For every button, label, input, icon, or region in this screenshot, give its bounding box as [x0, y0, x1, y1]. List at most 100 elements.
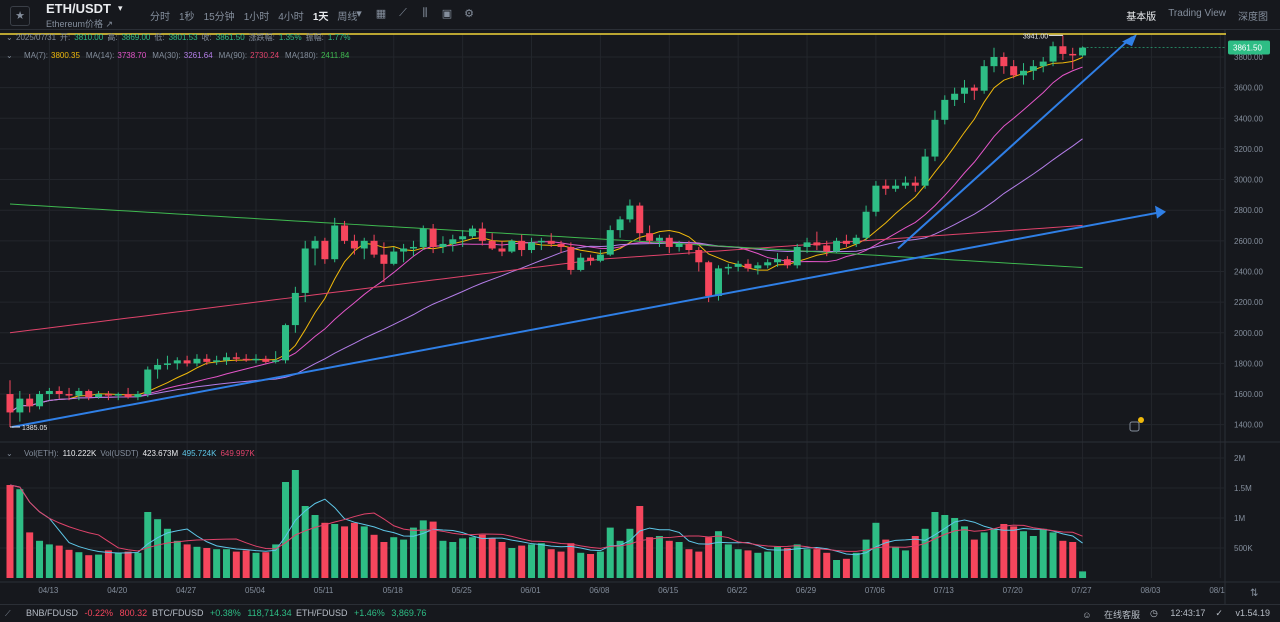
volume-bar [390, 537, 398, 578]
candle-body [951, 93, 959, 100]
interval-2[interactable]: 15分钟 [203, 12, 235, 23]
candle-body [6, 394, 14, 413]
volume-ma5-line [9, 484, 1083, 556]
trend-arrow-long [1155, 205, 1166, 219]
pair-title[interactable]: ETH/USDT [46, 1, 111, 16]
candle-body [262, 358, 270, 362]
volume-bar [921, 528, 929, 578]
volume-bar [55, 545, 63, 578]
pair-subtitle[interactable]: Ethereum价格 ↗ [46, 19, 114, 29]
trend-line-long [11, 210, 1164, 428]
volume-bar [193, 546, 201, 578]
candle-body [1010, 66, 1018, 76]
volume-bar [478, 534, 486, 578]
pair-dropdown-icon[interactable]: ▾ [118, 3, 123, 13]
candle-body [390, 251, 398, 264]
candle-body [823, 245, 831, 252]
candle-body [675, 243, 683, 247]
candle-body [990, 56, 998, 67]
collapse-icon: ⌄ [6, 33, 13, 42]
volume-bar [16, 489, 24, 578]
alarm-icon [1129, 421, 1140, 432]
date-tick-label: 06/01 [521, 586, 542, 595]
indicator-icon[interactable]: ▦ [375, 8, 387, 20]
view-tab-1[interactable]: Trading View [1168, 8, 1226, 19]
candle-body [104, 394, 112, 396]
date-tick-label: 04/20 [107, 586, 128, 595]
volume-bar [65, 549, 73, 578]
ticker-bnb[interactable]: BNB/FDUSD -0.22% 800.32 [26, 608, 147, 618]
candle-body [282, 325, 290, 361]
volume-bar [626, 528, 634, 578]
ma90-line [9, 224, 1083, 334]
ma-legend-label: MA(30): [152, 51, 180, 60]
volume-bar [970, 539, 978, 578]
ma-legend-value: 3261.64 [184, 51, 213, 60]
interval-3[interactable]: 1小时 [243, 12, 270, 23]
candle-body [1000, 56, 1008, 67]
volume-legend-item: Vol(ETH): [24, 449, 59, 458]
interval-5[interactable]: 1天 [312, 12, 329, 23]
interval-4[interactable]: 4小时 [278, 12, 304, 23]
ohlc-legend-item: 3869.00 [121, 33, 150, 42]
settings-icon[interactable]: ⚙ [464, 8, 474, 20]
candle-body [567, 246, 575, 270]
volume-bar [468, 537, 476, 578]
volume-bar [636, 506, 644, 578]
volume-bar [724, 544, 732, 578]
price-tick-label: 2000.00 [1234, 329, 1263, 338]
interval-1[interactable]: 1秒 [179, 12, 195, 23]
volume-bar [1059, 540, 1067, 578]
volume-bar [646, 537, 654, 578]
candle-body [655, 237, 663, 241]
candle-body [65, 394, 73, 396]
candle-body [774, 259, 782, 263]
ma-legend-value: 2411.84 [321, 51, 350, 60]
candle-body [1069, 53, 1077, 56]
view-tab-2[interactable]: 深度图 [1238, 12, 1268, 23]
favorite-star-icon[interactable]: ★ [10, 6, 30, 26]
candle-body [714, 268, 722, 296]
price-chart[interactable]: 1400.00 1600.00 1800.00 2000.00 2200.00 2400.… [0, 30, 1280, 604]
ma30-line [9, 138, 1083, 413]
view-selector: 基本版 Trading View 深度图 [1114, 8, 1268, 23]
candle-body [813, 242, 821, 246]
volume-bar [823, 552, 831, 578]
interval-0[interactable]: 分时 [150, 12, 170, 23]
layout-icon[interactable]: ▣ [441, 8, 453, 20]
candle-body [232, 357, 240, 359]
volume-bar [665, 540, 673, 578]
candle-body [754, 265, 762, 269]
ticker-symbol: BTC/FDUSD [152, 608, 204, 618]
volume-bar [1000, 524, 1008, 578]
date-tick-label: 08/03 [1140, 586, 1161, 595]
volume-bar [154, 519, 162, 578]
candle-type-icon[interactable]: ⫼ [422, 7, 428, 19]
volume-bar [557, 551, 565, 578]
signal-icon: ⟋ [5, 609, 11, 618]
date-tick-label: 07/06 [865, 586, 886, 595]
candle-body [862, 211, 870, 238]
volume-bar [498, 542, 506, 578]
volume-bar [783, 548, 791, 578]
more-icon[interactable]: ▾ [356, 8, 362, 20]
volume-bar [842, 558, 850, 578]
candle-body [764, 262, 772, 266]
view-tab-0[interactable]: 基本版 [1126, 12, 1157, 23]
ticker-btc[interactable]: BTC/FDUSD +0.38% 118,714.34 [152, 608, 292, 618]
support-link[interactable]: ☺ 在线客服 [1082, 610, 1141, 620]
candle-body [1059, 46, 1067, 54]
volume-bar [242, 550, 250, 578]
candle-body [478, 228, 486, 241]
candle-body [16, 398, 24, 413]
date-tick-label: 06/29 [796, 586, 817, 595]
interval-6[interactable]: 周线 [337, 12, 358, 23]
ticker-price: 118,714.34 [247, 608, 292, 618]
candle-body [409, 246, 417, 249]
draw-icon[interactable]: ⟋ [399, 7, 407, 19]
ohlc-legend-item: 低: [154, 32, 164, 42]
volume-bar [272, 544, 280, 578]
ticker-eth[interactable]: ETH/FDUSD +1.46% 3,869.76 [296, 608, 426, 618]
volume-bar [6, 485, 14, 578]
ma7-line [9, 56, 1083, 413]
